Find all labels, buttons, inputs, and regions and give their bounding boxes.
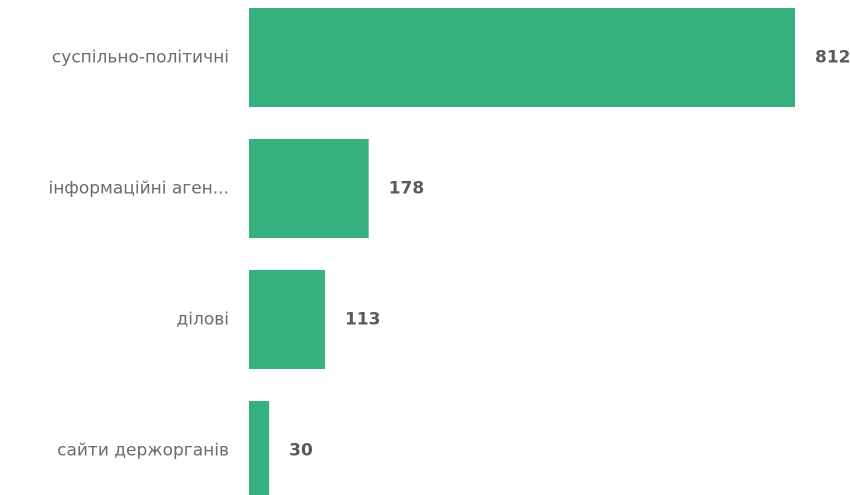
bar-2	[249, 270, 325, 369]
category-label-0: суспільно-політичні	[52, 48, 229, 68]
value-label-0: 812	[815, 48, 850, 68]
category-label-2: ділові	[177, 310, 230, 330]
value-label-3: 30	[289, 441, 313, 461]
bar-0	[249, 8, 795, 107]
bar-3	[249, 401, 270, 495]
bars-layer	[249, 8, 795, 495]
value-labels: 812 178 113 30	[289, 48, 850, 461]
value-label-2: 113	[345, 310, 381, 330]
bar-1	[249, 139, 369, 238]
category-label-1: інформаційні аген...	[48, 179, 229, 199]
category-label-3: сайти держорганів	[57, 441, 229, 461]
value-label-1: 178	[389, 179, 425, 199]
category-labels: суспільно-політичні інформаційні аген... д…	[48, 48, 229, 461]
